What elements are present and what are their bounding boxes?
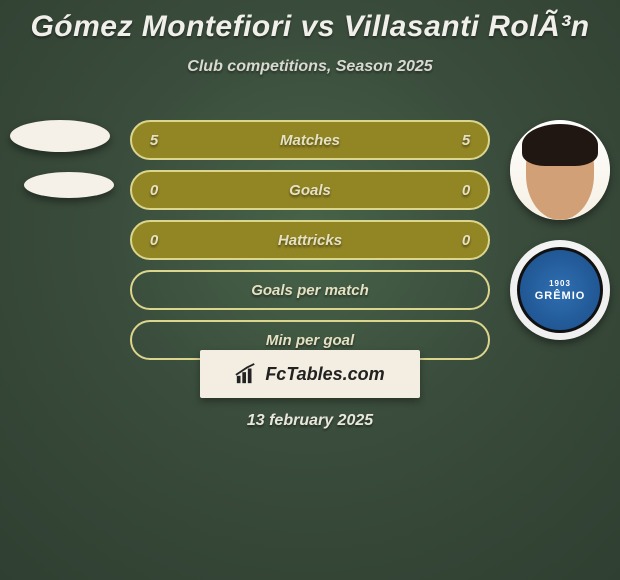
stats-table: 5Matches50Goals00Hattricks0Goals per mat… — [130, 120, 490, 370]
stat-label: Matches — [176, 132, 444, 149]
bar-chart-icon — [235, 363, 257, 385]
stat-value-left: 5 — [132, 132, 176, 149]
stat-label: Goals per match — [176, 282, 444, 299]
left-player-column — [10, 120, 114, 218]
stat-value-right: 0 — [444, 182, 488, 199]
comparison-card: Gómez Montefiori vs Villasanti RolÃ³n Cl… — [0, 0, 620, 580]
branding-text: FcTables.com — [265, 364, 384, 385]
left-player-avatar — [10, 120, 110, 152]
page-title: Gómez Montefiori vs Villasanti RolÃ³n — [0, 0, 620, 44]
club-year: 1903 — [549, 279, 571, 288]
right-player-column: 1903 GRÊMIO — [510, 120, 610, 340]
branding-box[interactable]: FcTables.com — [200, 350, 420, 398]
stat-value-right: 5 — [444, 132, 488, 149]
stat-row: 0Hattricks0 — [130, 220, 490, 260]
club-name: GRÊMIO — [535, 290, 586, 302]
left-club-logo — [24, 172, 114, 198]
stat-value-left: 0 — [132, 232, 176, 249]
date-label: 13 february 2025 — [0, 412, 620, 430]
page-subtitle: Club competitions, Season 2025 — [0, 58, 620, 76]
right-player-avatar — [510, 120, 610, 220]
stat-row: Goals per match — [130, 270, 490, 310]
stat-value-right: 0 — [444, 232, 488, 249]
stat-row: 0Goals0 — [130, 170, 490, 210]
stat-label: Goals — [176, 182, 444, 199]
stat-label: Hattricks — [176, 232, 444, 249]
stat-label: Min per goal — [176, 332, 444, 349]
player-face-icon — [510, 120, 610, 220]
stat-value-left: 0 — [132, 182, 176, 199]
right-club-logo: 1903 GRÊMIO — [510, 240, 610, 340]
stat-row: 5Matches5 — [130, 120, 490, 160]
club-crest-icon: 1903 GRÊMIO — [517, 247, 603, 333]
